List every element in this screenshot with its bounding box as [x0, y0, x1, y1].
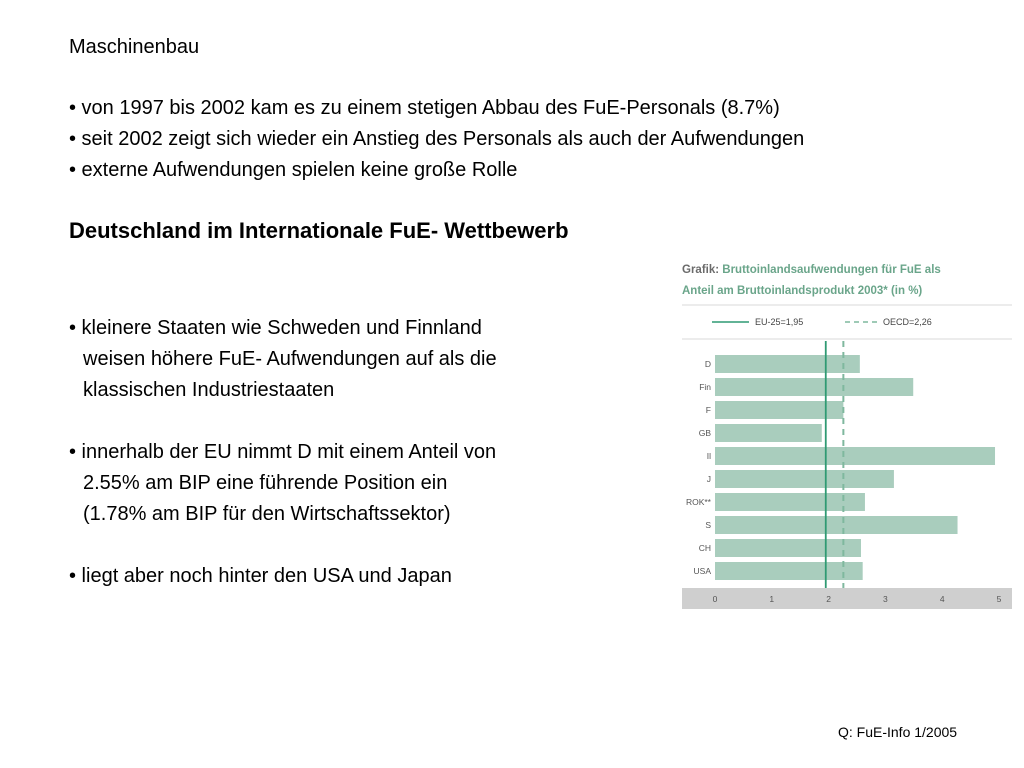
- bullet-list-top: • von 1997 bis 2002 kam es zu einem stet…: [69, 93, 804, 186]
- bullet-line: • liegt aber noch hinter den USA und Jap…: [69, 565, 452, 587]
- category-label: Fin: [699, 382, 711, 392]
- bullet-line: • kleinere Staaten wie Schweden und Finn…: [69, 317, 482, 339]
- bar-f: [715, 401, 844, 419]
- bar-fin: [715, 378, 914, 396]
- category-labels: D Fin F GB Il J ROK** S CH USA: [686, 359, 712, 576]
- chart-title-main: Bruttoinlandsaufwendungen für FuE als: [722, 264, 941, 276]
- category-label: CH: [699, 543, 711, 553]
- bullet-item: • liegt aber noch hinter den USA und Jap…: [69, 561, 497, 592]
- category-label: GB: [699, 428, 712, 438]
- x-tick-label: 1: [769, 594, 774, 604]
- chart-title-prefix: Grafik:: [682, 264, 719, 276]
- chart-title-line2: Anteil am Bruttoinlandsprodukt 2003* (in…: [682, 285, 922, 297]
- section-title: Maschinenbau: [69, 36, 200, 58]
- x-axis-band: [682, 588, 1012, 609]
- x-tick-label: 0: [713, 594, 718, 604]
- bar-rok: [715, 493, 865, 511]
- bullet-line: (1.78% am BIP für den Wirtschaftssektor): [83, 503, 451, 525]
- x-tick-label: 4: [940, 594, 945, 604]
- legend-eu-label: EU-25=1,95: [755, 317, 803, 327]
- bullet-item: • kleinere Staaten wie Schweden und Finn…: [69, 313, 497, 406]
- category-label: ROK**: [686, 497, 712, 507]
- bullet-item: • seit 2002 zeigt sich wieder ein Anstie…: [69, 128, 805, 150]
- bar-usa: [715, 562, 863, 580]
- bullet-list-main: • kleinere Staaten wie Schweden und Finn…: [69, 313, 497, 623]
- category-label: USA: [694, 566, 712, 576]
- bullet-item: • innerhalb der EU nimmt D mit einem Ant…: [69, 437, 497, 530]
- category-label: S: [705, 520, 711, 530]
- bar-ch: [715, 539, 861, 557]
- chart-title-line1: Grafik: Bruttoinlandsaufwendungen für Fu…: [682, 264, 941, 276]
- legend-oecd-label: OECD=2,26: [883, 317, 932, 327]
- bar-il: [715, 447, 996, 465]
- reference-lines: [824, 341, 845, 588]
- x-tick-label: 2: [826, 594, 831, 604]
- fue-bar-chart: Grafik: Bruttoinlandsaufwendungen für Fu…: [682, 264, 1012, 609]
- bar-j: [715, 470, 894, 488]
- chart-legend: EU-25=1,95 OECD=2,26: [712, 317, 932, 327]
- bullet-line: klassischen Industriestaaten: [83, 379, 335, 401]
- bar-gb: [715, 424, 822, 442]
- source-note: Q: FuE-Info 1/2005: [838, 724, 958, 740]
- bullet-line: 2.55% am BIP eine führende Position ein: [83, 472, 448, 494]
- x-tick-label: 3: [883, 594, 888, 604]
- bars-group: [715, 355, 996, 580]
- category-label: D: [705, 359, 711, 369]
- bullet-line: weisen höhere FuE- Aufwendungen auf als …: [83, 348, 497, 370]
- bullet-item: • externe Aufwendungen spielen keine gro…: [69, 159, 518, 181]
- category-label: F: [706, 405, 711, 415]
- category-label: J: [707, 474, 711, 484]
- x-axis-ticks: 0 1 2 3 4 5: [713, 594, 1002, 604]
- slide-heading: Deutschland im Internationale FuE- Wettb…: [69, 218, 569, 243]
- bullet-line: • innerhalb der EU nimmt D mit einem Ant…: [69, 441, 497, 463]
- bar-s: [715, 516, 958, 534]
- category-label: Il: [707, 451, 711, 461]
- bullet-item: • von 1997 bis 2002 kam es zu einem stet…: [69, 97, 780, 119]
- x-tick-label: 5: [997, 594, 1002, 604]
- bar-d: [715, 355, 860, 373]
